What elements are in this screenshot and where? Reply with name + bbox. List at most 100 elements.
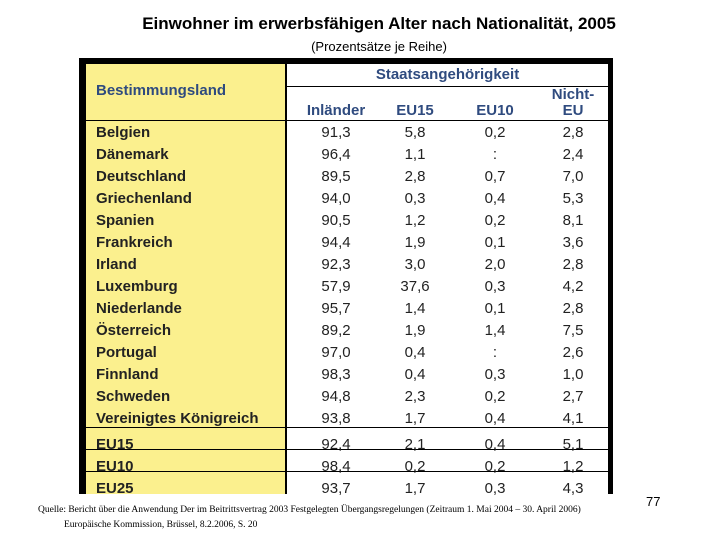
values-background	[287, 64, 608, 494]
table-row-country: Vereinigtes Königreich	[96, 410, 259, 427]
table-cell-value: 1,2	[404, 212, 426, 229]
table-cell-value: 2,8	[404, 168, 426, 185]
totals-divider-2	[86, 449, 608, 450]
col-header-eu15: EU15	[396, 102, 434, 119]
table-cell-value: 0,3	[484, 366, 506, 383]
col-header-nicht-eu-line1: Nicht-	[551, 86, 595, 103]
table-row-country: Finnland	[96, 366, 159, 383]
page-number: 77	[646, 494, 661, 509]
table-cell-value: 0,3	[404, 190, 426, 207]
table-cell-value: 0,2	[484, 458, 506, 475]
column-divider	[286, 64, 287, 494]
col-header-nicht-eu-line2: EU	[562, 102, 584, 119]
table-cell-value: 0,7	[484, 168, 506, 185]
totals-divider-3	[86, 471, 608, 472]
table-cell-value: 1,7	[404, 410, 426, 427]
table-cell-value: 0,1	[484, 234, 506, 251]
table-cell-value: 97,0	[321, 344, 351, 361]
table-cell-value: 8,1	[562, 212, 584, 229]
table-cell-value: :	[492, 146, 498, 163]
table-cell-value: 98,3	[321, 366, 351, 383]
table-cell-value: 5,3	[562, 190, 584, 207]
group-header: Staatsangehörigkeit	[375, 66, 520, 83]
col-header-inlaender: Inländer	[306, 102, 366, 119]
table-cell-value: 0,3	[484, 278, 506, 295]
table-cell-value: 0,2	[484, 388, 506, 405]
table-cell-value: 1,9	[404, 234, 426, 251]
table-cell-value: 96,4	[321, 146, 351, 163]
table-cell-value: 2,8	[562, 256, 584, 273]
table-row-country: Dänemark	[96, 146, 169, 163]
table-row-country: Niederlande	[96, 300, 182, 317]
table-cell-value: 3,0	[404, 256, 426, 273]
table-cell-value: 0,2	[484, 124, 506, 141]
table-cell-value: 0,4	[484, 190, 506, 207]
table-cell-value: 4,2	[562, 278, 584, 295]
source-line-2: Europäische Kommission, Brüssel, 8.2.200…	[64, 520, 258, 530]
table-cell-value: :	[492, 344, 498, 361]
col-header-eu10: EU10	[476, 102, 514, 119]
table-cell-value: 2,4	[562, 146, 584, 163]
table-row-country: EU25	[96, 480, 134, 497]
header-divider	[86, 120, 608, 121]
table-cell-value: 94,0	[321, 190, 351, 207]
table-row-country: Österreich	[96, 322, 172, 339]
table-row-country: Griechenland	[96, 190, 192, 207]
table-cell-value: 1,7	[404, 480, 426, 497]
table-cell-value: 5,8	[404, 124, 426, 141]
table-cell-value: 0,4	[484, 436, 506, 453]
table-cell-value: 93,7	[321, 480, 351, 497]
table-row-country: Frankreich	[96, 234, 173, 251]
table-cell-value: 92,4	[321, 436, 351, 453]
group-header-divider	[287, 86, 608, 87]
table-cell-value: 2,3	[404, 388, 426, 405]
table-cell-value: 57,9	[321, 278, 351, 295]
table-row-country: Irland	[96, 256, 137, 273]
table-cell-value: 89,5	[321, 168, 351, 185]
country-column-background	[86, 64, 285, 494]
table-row-country: Spanien	[96, 212, 155, 229]
table-cell-value: 2,6	[562, 344, 584, 361]
table-row-country: EU15	[96, 436, 134, 453]
table-cell-value: 0,3	[484, 480, 506, 497]
table-cell-value: 1,2	[562, 458, 584, 475]
table-cell-value: 0,2	[404, 458, 426, 475]
table-cell-value: 0,2	[484, 212, 506, 229]
table-cell-value: 0,4	[404, 366, 426, 383]
table-cell-value: 2,1	[404, 436, 426, 453]
table-cell-value: 1,4	[484, 322, 506, 339]
table-cell-value: 4,1	[562, 410, 584, 427]
table-row-country: Deutschland	[96, 168, 187, 185]
table-row-country: Portugal	[96, 344, 157, 361]
table-cell-value: 94,4	[321, 234, 351, 251]
table-cell-value: 7,0	[562, 168, 584, 185]
table-cell-value: 90,5	[321, 212, 351, 229]
table-cell-value: 2,8	[562, 124, 584, 141]
table-cell-value: 3,6	[562, 234, 584, 251]
page-subtitle: (Prozentsätze je Reihe)	[311, 39, 447, 54]
table-cell-value: 2,7	[562, 388, 584, 405]
table-cell-value: 2,0	[484, 256, 506, 273]
table-cell-value: 5,1	[562, 436, 584, 453]
table-cell-value: 91,3	[321, 124, 351, 141]
table-cell-value: 89,2	[321, 322, 351, 339]
table-cell-value: 94,8	[321, 388, 351, 405]
table-cell-value: 0,4	[404, 344, 426, 361]
table-row-country: Belgien	[96, 124, 151, 141]
table-cell-value: 1,1	[404, 146, 426, 163]
table-cell-value: 95,7	[321, 300, 351, 317]
page-title: Einwohner im erwerbsfähigen Alter nach N…	[142, 14, 616, 33]
table-row-country: EU10	[96, 458, 134, 475]
table-cell-value: 2,8	[562, 300, 584, 317]
row-header: Bestimmungsland	[96, 82, 227, 99]
table-cell-value: 0,4	[484, 410, 506, 427]
source-line-1: Quelle: Bericht über die Anwendung Der i…	[38, 505, 581, 515]
source-note: Quelle: Bericht über die Anwendung Der i…	[38, 503, 581, 533]
table-cell-value: 1,0	[562, 366, 584, 383]
table-cell-value: 92,3	[321, 256, 351, 273]
table-row-country: Schweden	[96, 388, 171, 405]
table-row-country: Luxemburg	[96, 278, 178, 295]
table-cell-value: 37,6	[400, 278, 430, 295]
table-cell-value: 98,4	[321, 458, 351, 475]
table-cell-value: 7,5	[562, 322, 584, 339]
